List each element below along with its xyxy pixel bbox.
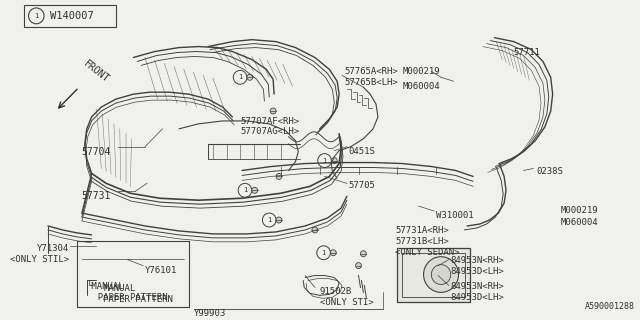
Text: 84953N<RH>: 84953N<RH> [451,256,504,265]
Text: 1: 1 [321,250,326,256]
Text: M060004: M060004 [561,218,598,227]
Text: PAPER PATTERN: PAPER PATTERN [87,293,168,302]
Text: MANUAL: MANUAL [103,284,136,293]
Bar [402,253,465,297]
Text: 1: 1 [323,157,326,164]
Text: W140007: W140007 [50,11,93,21]
Circle shape [318,154,332,167]
Text: 0451S: 0451S [349,147,376,156]
Circle shape [332,157,337,164]
Circle shape [317,246,330,260]
Text: 57731: 57731 [82,191,111,201]
Text: 84953N<RH>: 84953N<RH> [451,283,504,292]
Text: 1: 1 [34,13,38,19]
Circle shape [431,265,451,284]
Text: PAPER PATTERN: PAPER PATTERN [103,295,173,304]
Text: 1: 1 [243,187,247,193]
Text: 91502B: 91502B [320,287,352,296]
Text: Y71304: Y71304 [37,244,69,253]
Text: 57704: 57704 [82,147,111,157]
Text: FRONT: FRONT [82,58,111,84]
Text: A590001288: A590001288 [585,302,635,311]
Circle shape [247,74,253,80]
Text: Y99903: Y99903 [193,309,226,318]
Circle shape [360,251,366,257]
Text: 57765A<RH>: 57765A<RH> [344,68,397,76]
Text: 57707AF<RH>
57707AG<LH>: 57707AF<RH> 57707AG<LH> [240,117,300,136]
Circle shape [252,187,257,193]
Text: └MANUAL: └MANUAL [87,283,124,292]
Text: 84953D<LH>: 84953D<LH> [451,293,504,302]
Text: <ONLY SEDAN>: <ONLY SEDAN> [396,248,460,257]
Text: M060004: M060004 [402,82,440,91]
Bar [24,5,116,27]
Text: 57765B<LH>: 57765B<LH> [344,78,397,87]
Text: 1: 1 [238,74,243,80]
Text: 57711: 57711 [514,48,541,57]
Circle shape [276,173,282,180]
Circle shape [29,8,44,24]
Text: 84953D<LH>: 84953D<LH> [451,267,504,276]
Circle shape [262,213,276,227]
Text: 57705: 57705 [349,181,376,190]
Text: 57731A<RH>: 57731A<RH> [396,226,449,235]
Text: W310001: W310001 [436,211,474,220]
Text: M000219: M000219 [402,68,440,76]
Circle shape [234,70,247,84]
Text: 57731B<LH>: 57731B<LH> [396,237,449,246]
Circle shape [330,250,336,256]
Text: Y76101: Y76101 [145,266,177,275]
Circle shape [238,183,252,197]
Circle shape [312,227,318,233]
Text: <ONLY STIL>: <ONLY STIL> [10,255,69,264]
Circle shape [276,217,282,223]
Text: 1: 1 [267,217,271,223]
Text: 0238S: 0238S [536,166,563,175]
Circle shape [356,263,362,268]
Circle shape [270,108,276,114]
Text: M000219: M000219 [561,206,598,215]
Circle shape [424,257,458,292]
Bar [397,248,470,302]
Text: <ONLY STI>: <ONLY STI> [320,298,374,307]
